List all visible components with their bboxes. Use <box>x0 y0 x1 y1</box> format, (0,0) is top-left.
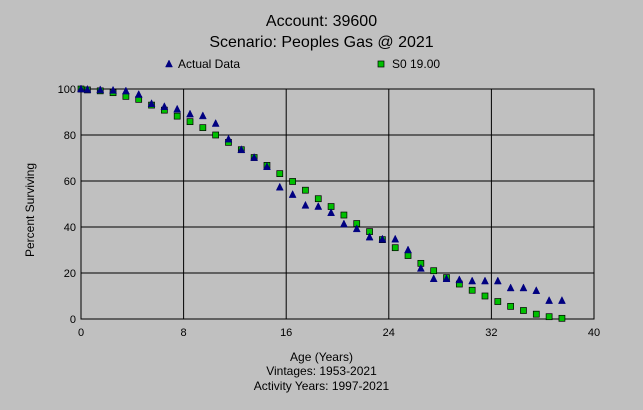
actual-data-point <box>558 296 566 304</box>
actual-data-point <box>404 245 412 254</box>
plot-frame <box>80 88 595 320</box>
s0-curve-point <box>391 244 399 252</box>
actual-data-point <box>314 201 323 210</box>
y-tick-label: 0 <box>70 314 76 326</box>
actual-data-point <box>147 99 156 107</box>
chart-title-line-2: Scenario: Peoples Gas @ 2021 <box>209 34 434 51</box>
actual-data-point <box>519 283 528 292</box>
x-axis-label: Age (Years) <box>290 350 353 364</box>
y-tick-label: 40 <box>64 222 76 234</box>
s0-curve-point <box>430 267 438 275</box>
actual-data-point <box>352 224 361 233</box>
actual-data-point <box>506 283 515 292</box>
s0-curve-point <box>212 131 220 139</box>
actual-data-point <box>391 234 400 243</box>
actual-data-point <box>493 276 502 285</box>
actual-data-point <box>250 152 259 161</box>
s0-curve-point <box>186 118 194 126</box>
actual-data-point <box>455 275 464 284</box>
actual-data-point <box>96 85 105 94</box>
actual-data-point <box>160 102 169 110</box>
actual-data-point <box>378 234 387 243</box>
actual-data-point <box>77 84 85 93</box>
actual-data-point <box>211 118 220 127</box>
s0-curve-point <box>302 186 309 194</box>
actual-data-point <box>109 85 117 94</box>
s0-curve-point <box>276 170 284 177</box>
y-tick-label: 100 <box>58 84 76 96</box>
s0-curve-point <box>507 303 514 310</box>
x-tick-label: 24 <box>383 327 395 339</box>
actual-data-point <box>327 208 335 216</box>
s0-curve-point <box>558 314 566 322</box>
actual-data-point <box>121 86 130 95</box>
s0-curve-point <box>494 298 502 305</box>
actual-data-point <box>442 274 451 282</box>
x-tick-label: 16 <box>280 327 292 339</box>
actual-data-point <box>237 145 246 153</box>
actual-data-point <box>532 286 541 294</box>
s0-curve-point <box>289 178 296 185</box>
activity-years-note: Activity Years: 1997-2021 <box>253 379 390 393</box>
y-tick-label: 80 <box>64 130 76 142</box>
s0-curve-point <box>199 124 207 131</box>
actual-data-point <box>186 109 194 118</box>
y-tick-label: 60 <box>64 176 76 188</box>
actual-data-point <box>198 111 207 120</box>
actual-data-point <box>429 274 438 282</box>
actual-data-point <box>481 276 489 285</box>
s0-curve-point <box>173 112 181 120</box>
s0-curve-point <box>404 252 412 259</box>
actual-data-point <box>83 84 92 93</box>
actual-data-point <box>134 89 143 98</box>
actual-data-point <box>224 134 233 143</box>
actual-data-point <box>545 296 554 304</box>
s0-curve-point <box>520 307 527 314</box>
chart-title-line-1: Account: 39600 <box>265 13 378 30</box>
s0-curve-point <box>481 292 489 300</box>
legend-s0-label: S0 19.00 <box>392 57 441 71</box>
s0-curve-point <box>340 211 348 219</box>
legend-actual-data-label: Actual Data <box>178 57 241 71</box>
x-tick-label: 32 <box>485 327 497 339</box>
actual-data-point <box>340 219 348 228</box>
x-tick-label: 8 <box>181 327 187 339</box>
x-tick-label: 0 <box>78 327 84 339</box>
s0-curve-point <box>314 195 322 203</box>
legend-actual-data-marker <box>165 59 173 68</box>
legend-s0-marker <box>377 60 385 68</box>
s0-curve-point <box>532 310 540 318</box>
s0-curve-point <box>545 313 553 321</box>
s0-curve-point <box>468 286 476 294</box>
actual-data-point <box>365 232 374 241</box>
actual-data-point <box>301 200 310 209</box>
actual-data-point <box>275 182 284 191</box>
y-tick-label: 20 <box>64 268 76 280</box>
actual-data-point <box>468 276 477 285</box>
actual-data-point <box>288 190 297 198</box>
x-tick-label: 40 <box>588 327 600 339</box>
actual-data-point <box>173 104 182 113</box>
actual-data-point <box>263 162 271 170</box>
vintages-note: Vintages: 1953-2021 <box>266 364 377 378</box>
actual-data-point <box>416 263 425 272</box>
